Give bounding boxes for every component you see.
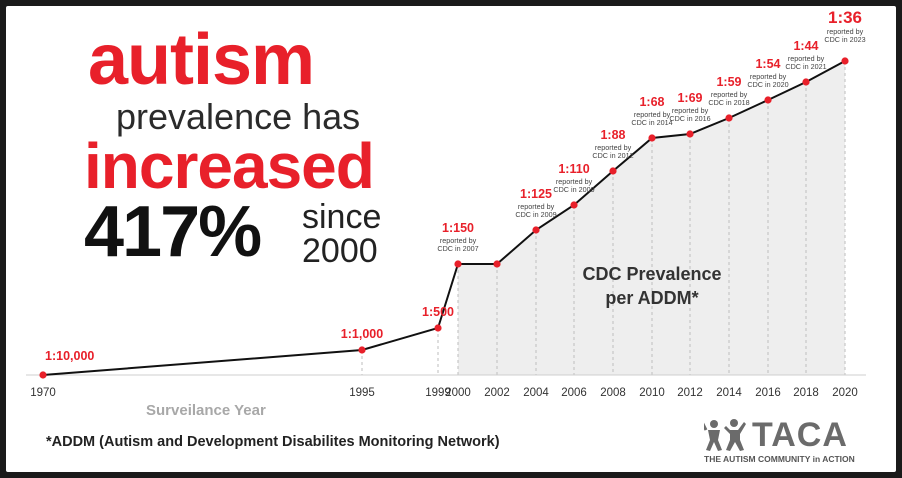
x-tick-label: 2020 — [832, 387, 858, 399]
x-tick-label: 2012 — [677, 387, 703, 399]
data-note: reported by — [634, 110, 671, 119]
data-label: 1:69 — [677, 91, 702, 105]
x-tick-label: 1970 — [30, 387, 56, 399]
logo-tagline: THE AUTISM COMMUNITY in ACTION — [704, 454, 855, 464]
data-label: 1:88 — [600, 128, 625, 142]
data-note: reported by — [595, 143, 632, 152]
x-tick-label: 2014 — [716, 387, 742, 399]
data-label: 1:150 — [442, 221, 474, 235]
data-label: 1:500 — [422, 305, 454, 319]
data-point — [39, 371, 47, 379]
data-point — [725, 114, 733, 122]
data-note: CDC in 2014 — [631, 118, 672, 127]
data-label: 1:68 — [639, 95, 664, 109]
data-label: 1:1,000 — [341, 327, 383, 341]
data-label: 1:10,000 — [45, 349, 94, 363]
data-point — [764, 96, 772, 104]
data-point — [648, 134, 656, 142]
data-point — [493, 260, 501, 268]
data-note: reported by — [440, 236, 477, 245]
footnote: *ADDM (Autism and Development Disabilite… — [46, 434, 500, 450]
x-tick-label: 2002 — [484, 387, 510, 399]
headline-increased: increased — [84, 130, 375, 202]
headline-year: 2000 — [302, 232, 378, 270]
data-label: 1:110 — [558, 162, 589, 176]
data-point — [686, 130, 694, 138]
data-note: CDC in 2020 — [747, 80, 788, 89]
headline-autism: autism — [88, 20, 315, 100]
data-note: CDC in 2023 — [824, 35, 865, 44]
data-note: CDC in 2009 — [553, 185, 594, 194]
data-note: CDC in 2009 — [515, 210, 556, 219]
headline-since: since — [302, 198, 382, 236]
data-point — [454, 260, 462, 268]
data-note: reported by — [556, 177, 593, 186]
x-tick-label: 1999 — [425, 387, 451, 399]
data-note: reported by — [827, 27, 864, 36]
data-note: CDC in 2016 — [669, 114, 710, 123]
data-point — [434, 324, 442, 332]
data-label: 1:44 — [793, 39, 818, 53]
data-point — [358, 346, 366, 354]
data-note: CDC in 2012 — [592, 151, 633, 160]
data-note: CDC in 2021 — [785, 62, 826, 71]
series-line — [42, 60, 846, 376]
data-label: 1:59 — [716, 75, 741, 89]
data-note: CDC in 2018 — [708, 98, 749, 107]
x-tick-label: 2004 — [523, 387, 549, 399]
x-axis-label: Surveilance Year — [146, 402, 266, 419]
data-note: reported by — [711, 90, 748, 99]
data-point — [609, 167, 617, 175]
data-note: reported by — [672, 106, 709, 115]
data-point — [570, 201, 578, 209]
x-tick-label: 2000 — [445, 387, 471, 399]
headline-prevalence-has: prevalence has — [116, 96, 361, 137]
infographic-card: autism prevalence has increased 417% sin… — [6, 6, 896, 472]
data-label: 1:125 — [520, 187, 552, 201]
x-tick-label: 2016 — [755, 387, 781, 399]
data-note: reported by — [750, 72, 787, 81]
data-point — [802, 78, 810, 86]
data-note: reported by — [788, 54, 825, 63]
data-note: CDC in 2007 — [437, 244, 478, 253]
x-tick-label: 2018 — [793, 387, 819, 399]
data-label: 1:54 — [755, 57, 780, 71]
chart-title: CDC Prevalence per ADDM* — [582, 264, 722, 308]
taca-logo: TACA THE AUTISM COMMUNITY in ACTION — [704, 416, 879, 466]
people-icon — [704, 419, 746, 451]
headline: autism prevalence has increased 417% sin… — [6, 6, 476, 306]
logo-wordmark: TACA — [752, 416, 848, 454]
x-tick-label: 2008 — [600, 387, 626, 399]
x-tick-label: 1995 — [349, 387, 375, 399]
data-point — [532, 226, 540, 234]
data-point — [841, 57, 849, 65]
headline-percent: 417% — [84, 192, 262, 272]
x-tick-label: 2006 — [561, 387, 587, 399]
x-tick-label: 2010 — [639, 387, 665, 399]
data-note: reported by — [518, 202, 555, 211]
data-label: 1:36 — [828, 8, 862, 27]
